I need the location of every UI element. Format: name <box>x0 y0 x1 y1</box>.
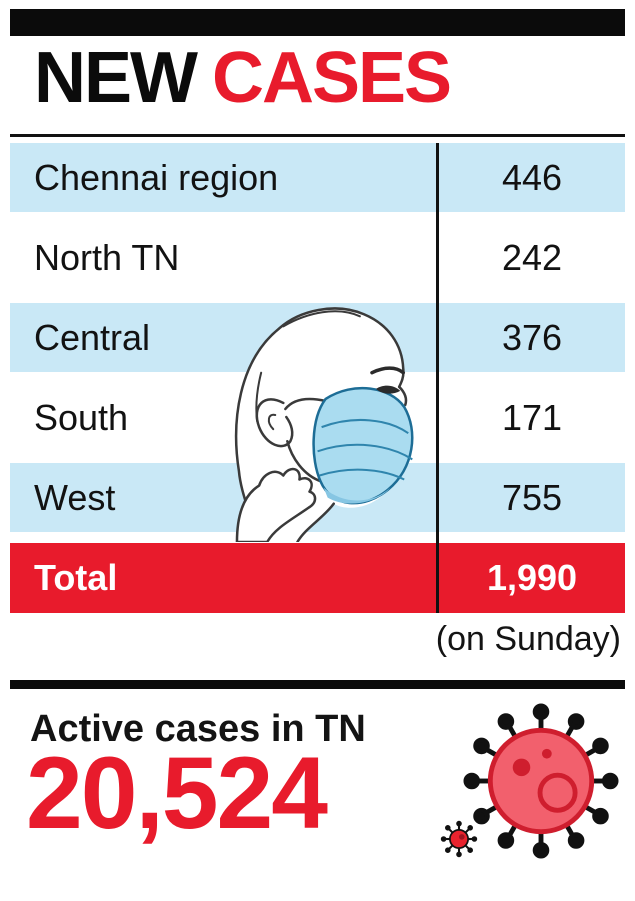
top-rule-bar <box>10 9 625 36</box>
table-footnote: (on Sunday) <box>435 620 621 658</box>
region-label: Chennai region <box>34 156 279 198</box>
region-label: Central <box>34 316 151 358</box>
table-row: Chennai region 446 <box>10 143 625 212</box>
column-divider-line <box>436 143 439 613</box>
region-label: West <box>34 476 116 518</box>
total-value: 1,990 <box>486 557 578 598</box>
region-label: North TN <box>34 236 180 278</box>
section-divider-bar <box>10 680 625 689</box>
region-value: 242 <box>501 236 563 278</box>
region-label: South <box>34 396 129 438</box>
active-cases-value: 20,524 <box>26 736 328 850</box>
title-black-part: NEW <box>34 38 198 118</box>
table-total-row: Total 1,990 <box>10 543 625 613</box>
region-value: 755 <box>501 476 563 518</box>
person-wearing-face-mask-illustration <box>234 307 414 542</box>
title-red-part: CASES <box>211 38 452 118</box>
table-row: North TN 242 <box>10 223 625 292</box>
region-value: 171 <box>501 396 563 438</box>
virus-icon <box>463 703 619 859</box>
total-label: Total <box>34 557 118 598</box>
small-virus-icon <box>440 820 478 858</box>
title-underline <box>10 134 625 137</box>
table-row: South 171 <box>10 383 625 452</box>
active-cases-label: Active cases in TN <box>30 708 366 750</box>
page-title: NEW CASES <box>34 42 452 114</box>
region-value: 376 <box>501 316 563 358</box>
region-value: 446 <box>501 156 563 198</box>
